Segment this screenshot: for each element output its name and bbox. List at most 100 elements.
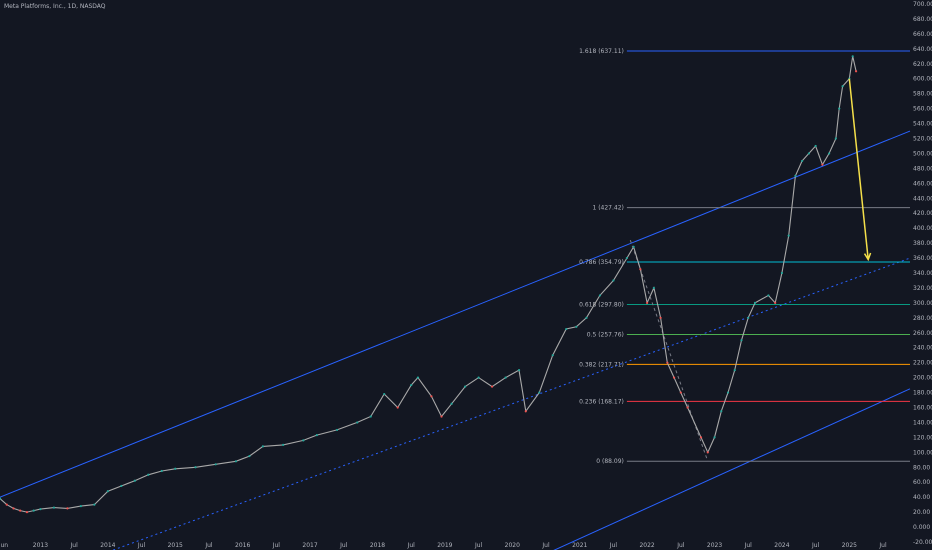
y-axis: -20.00 0.000 20.00 40.00 60.00 80.00 100.00 120…	[913, 1, 932, 546]
y-tick-label: 320.00	[913, 285, 932, 292]
arrow-shaft	[848, 78, 869, 260]
price-point	[834, 137, 837, 140]
price-point	[282, 443, 285, 446]
channel-mid-line	[111, 257, 911, 550]
y-tick-label: 240.00	[913, 345, 932, 352]
fib-level-label: 1.618 (637.11)	[579, 48, 624, 55]
fib-level-label: 0.618 (297.80)	[579, 302, 624, 309]
x-tick-label: 2020	[505, 542, 520, 549]
y-tick-label: 580.00	[913, 91, 932, 98]
fib-level-label: 0 (88.09)	[596, 458, 624, 465]
x-tick-label: 2023	[707, 542, 722, 549]
price-point	[93, 503, 96, 506]
y-tick-label: 400.00	[913, 225, 932, 232]
price-point	[774, 301, 777, 304]
price-point	[147, 473, 150, 476]
x-tick-label: 2014	[100, 542, 115, 549]
x-tick-label: Jul	[609, 542, 618, 549]
y-tick-label: 300.00	[913, 300, 932, 307]
price-point	[733, 369, 736, 372]
price-point	[625, 256, 628, 260]
price-point	[194, 466, 197, 469]
price-point	[174, 467, 177, 470]
price-point	[713, 436, 716, 439]
x-tick-label: Jul	[878, 542, 887, 549]
price-point	[787, 234, 790, 237]
price-point	[538, 391, 541, 394]
price-point	[821, 163, 824, 166]
x-tick-label: Jun	[0, 542, 8, 549]
x-tick-label: Jul	[204, 542, 213, 549]
y-tick-label: 660.00	[913, 31, 932, 38]
price-point	[79, 505, 82, 508]
y-tick-label: 60.00	[913, 479, 930, 486]
y-tick-label: 520.00	[913, 136, 932, 143]
price-point	[430, 395, 433, 398]
y-tick-label: 620.00	[913, 61, 932, 68]
price-point	[302, 439, 305, 442]
price-point	[410, 383, 413, 387]
price-point	[440, 415, 443, 418]
x-tick-label: Jul	[676, 542, 685, 549]
price-point	[666, 361, 669, 364]
projection-arrow	[848, 78, 872, 262]
x-tick-label: 2013	[33, 542, 48, 549]
price-point	[517, 369, 521, 372]
price-point	[838, 107, 841, 110]
price-point	[52, 506, 56, 509]
y-tick-label: 460.00	[913, 180, 932, 187]
price-point	[356, 421, 359, 424]
x-tick-label: 2024	[774, 542, 789, 549]
price-point	[214, 463, 217, 466]
price-point	[396, 406, 399, 409]
price-point	[679, 391, 682, 394]
y-tick-label: 340.00	[913, 270, 932, 277]
price-point	[794, 174, 797, 177]
price-point	[807, 152, 810, 155]
x-tick-label: 2021	[572, 542, 587, 549]
price-point	[672, 376, 676, 379]
price-point	[575, 325, 578, 328]
price-point	[12, 507, 15, 510]
fib-level-label: 0.786 (354.79)	[579, 259, 624, 266]
y-tick-label: 640.00	[913, 46, 932, 53]
price-point	[234, 460, 238, 463]
trend-channel	[0, 130, 911, 550]
price-point	[726, 391, 730, 394]
price-point	[747, 316, 750, 319]
price-point	[646, 301, 649, 304]
price-point	[767, 294, 770, 297]
price-point	[160, 469, 163, 473]
x-tick-label: 2025	[842, 542, 857, 549]
price-point	[814, 144, 817, 148]
y-tick-label: 480.00	[913, 165, 932, 172]
x-tick-label: 2019	[437, 542, 452, 549]
price-point	[133, 479, 136, 482]
price-point	[120, 484, 123, 488]
y-tick-label: 260.00	[913, 330, 932, 337]
x-tick-label: Jul	[272, 542, 281, 549]
price-point	[315, 434, 318, 437]
y-tick-label: 220.00	[913, 360, 932, 367]
price-point	[19, 509, 22, 512]
price-point	[686, 406, 689, 409]
price-point	[0, 497, 2, 500]
price-point	[639, 268, 642, 271]
price-point	[32, 509, 35, 512]
y-tick-label: 0.000	[913, 524, 930, 531]
price-point	[612, 279, 615, 282]
y-tick-label: 440.00	[913, 195, 932, 202]
price-point	[5, 503, 8, 506]
x-tick-label: 2017	[302, 542, 317, 549]
price-point	[780, 271, 784, 275]
y-tick-label: 80.00	[913, 464, 930, 471]
arrow-head	[863, 252, 872, 262]
fibonacci-retracement: 0 (88.09) 0.236 (168.17) 0.382 (217.71) 0.5…	[579, 48, 910, 465]
price-point	[585, 316, 588, 319]
y-tick-label: 560.00	[913, 106, 932, 113]
x-tick-label: Jul	[541, 542, 550, 549]
fib-level-label: 1 (427.42)	[592, 205, 623, 212]
price-point	[828, 152, 831, 155]
y-tick-label: 180.00	[913, 390, 932, 397]
